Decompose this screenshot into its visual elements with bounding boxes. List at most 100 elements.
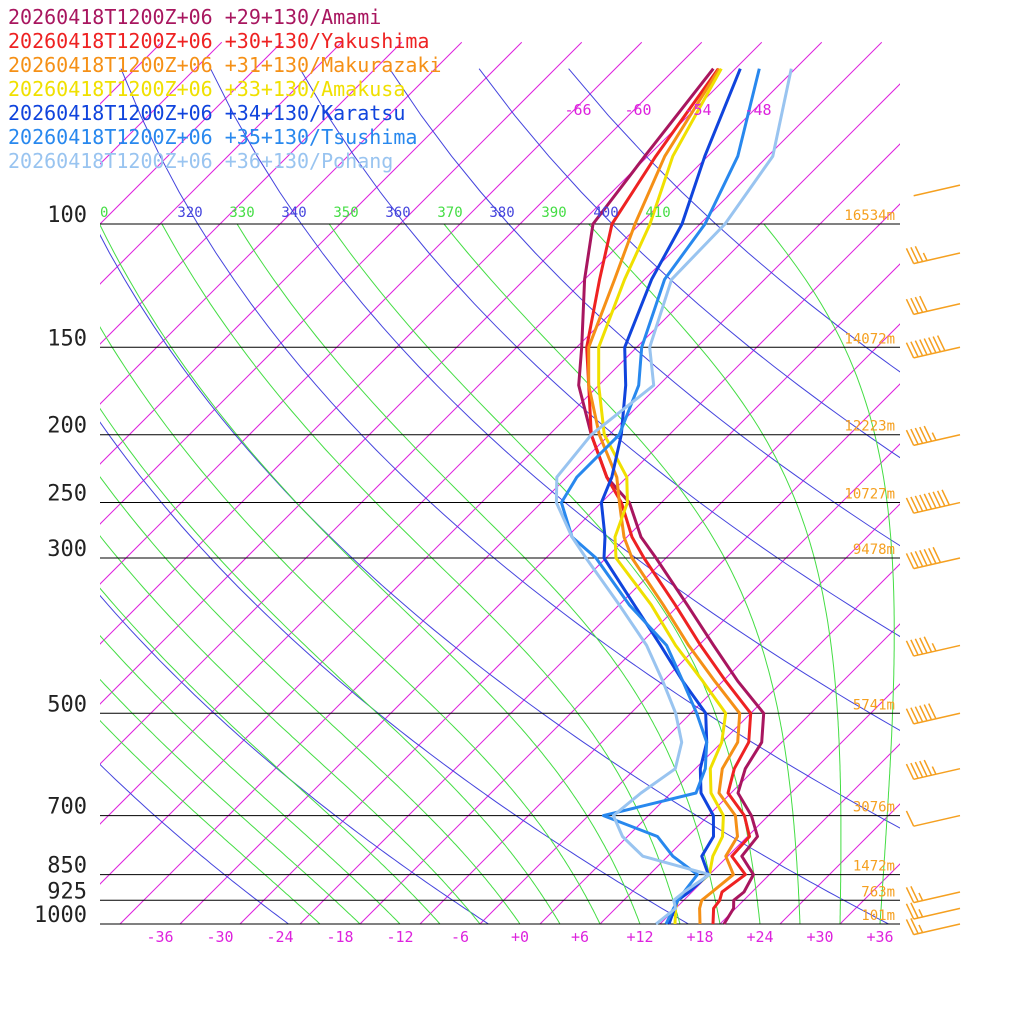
pressure-label: 200 (47, 414, 87, 439)
isotherm-line (100, 41, 283, 225)
wind-barb (905, 759, 961, 781)
theta-label: 370 (437, 205, 462, 221)
pressure-label: 925 (47, 879, 87, 904)
isotherm-line (239, 263, 900, 924)
moist-adiabat (100, 326, 601, 924)
theta-label: 410 (645, 205, 670, 221)
theta-label: 330 (229, 205, 254, 221)
pressure-label: 500 (47, 692, 87, 717)
dry-adiabat (100, 421, 689, 924)
wind-barb (905, 886, 961, 904)
isotherm-line (719, 743, 900, 924)
dry-adiabat (100, 763, 289, 924)
theta-label: 400 (593, 205, 618, 221)
height-label: 10727m (844, 487, 895, 503)
pressure-label: 300 (47, 537, 87, 562)
height-label: 16534m (844, 208, 895, 224)
wind-barbs (905, 184, 961, 936)
isotherm-line (100, 41, 343, 285)
pressure-label: 850 (47, 854, 87, 879)
isotherm-line (839, 863, 900, 924)
series-line-2 (585, 67, 753, 925)
isotherm-line (960, 42, 1024, 924)
isotherm-line (1020, 42, 1024, 924)
isotherm-line (100, 41, 223, 165)
theta-label: 390 (541, 205, 566, 221)
temperature-tick-label: -24 (266, 928, 293, 946)
theta-label: 340 (281, 205, 306, 221)
temperature-profiles (554, 67, 793, 926)
background-grid (0, 41, 1024, 924)
isotherm-line (100, 41, 523, 465)
pressure-label: 150 (47, 326, 87, 351)
isotherm-line (100, 41, 643, 585)
isotherm-line (100, 41, 823, 765)
temperature-tick-label: -18 (326, 928, 353, 946)
isotherm-label: -60 (624, 101, 651, 119)
legend-entry: 20260418T1200Z+06 +33+130/Amakusa (8, 77, 405, 101)
theta-label: 380 (489, 205, 514, 221)
wind-barb (905, 295, 961, 316)
isotherm-line (899, 923, 900, 924)
temperature-tick-label: -36 (146, 928, 173, 946)
wind-barb (905, 703, 961, 725)
theta-label: 320 (177, 205, 202, 221)
isotherm-line (599, 623, 900, 924)
moist-adiabat (161, 223, 681, 924)
isotherm-line (100, 41, 703, 645)
isotherm-line (539, 563, 900, 924)
isotherm-line (179, 203, 900, 924)
height-label: 1472m (853, 859, 895, 875)
temperature-tick-label: +30 (806, 928, 833, 946)
legend: 20260418T1200Z+06 +29+130/Amami 20260418T… (8, 5, 441, 173)
isotherm-line (0, 42, 42, 924)
height-label: 3076m (853, 800, 895, 816)
legend-entry: 20260418T1200Z+06 +34+130/Karatsu (8, 101, 405, 125)
axis-labels: 100 16534m 150 14072m 200 12223m 250 10727m 300 9… (34, 101, 895, 946)
theta-label: 360 (385, 205, 410, 221)
wind-barb (913, 184, 961, 197)
isotherm-line (119, 143, 900, 924)
isotherm-line (100, 83, 900, 885)
temperature-tick-label: +36 (866, 928, 893, 946)
wind-barb (905, 489, 961, 514)
series-line-4 (597, 67, 728, 925)
dry-adiabat (100, 233, 889, 924)
temperature-tick-label: +18 (686, 928, 713, 946)
series-line-7 (554, 68, 793, 926)
theta-label: 0 (100, 205, 108, 221)
dry-adiabat (210, 68, 900, 732)
pressure-label: 1000 (34, 903, 87, 928)
isotherm-line (479, 503, 900, 924)
height-label: 14072m (844, 331, 895, 347)
isobar-lines (100, 223, 900, 925)
temperature-tick-label: -6 (451, 928, 469, 946)
wind-barb (905, 636, 961, 657)
wind-barb (905, 425, 961, 447)
temperature-tick-label: -30 (206, 928, 233, 946)
moist-adiabat (763, 223, 895, 924)
dry-adiabat (299, 68, 900, 638)
wind-barb (905, 918, 961, 936)
temperature-tick-label: -12 (386, 928, 413, 946)
height-label: 5741m (853, 697, 895, 713)
pressure-label: 100 (47, 203, 87, 228)
legend-entry: 20260418T1200Z+06 +29+130/Amami (8, 5, 381, 29)
temperature-tick-label: +0 (511, 928, 529, 946)
dry-adiabat (389, 68, 900, 547)
isotherm-line (419, 443, 900, 924)
wind-barb (905, 810, 961, 827)
isotherm-label: -66 (564, 101, 591, 119)
dry-adiabat (120, 68, 900, 829)
height-label: 763m (861, 884, 895, 900)
isotherm-line (100, 41, 763, 705)
isotherm-line (359, 383, 900, 924)
isotherm-line (100, 41, 463, 405)
isotherm-line (299, 323, 900, 924)
isotherm-line (100, 41, 403, 345)
temperature-tick-label: +24 (746, 928, 773, 946)
isotherm-label: -48 (744, 101, 771, 119)
wind-barb (905, 335, 961, 359)
theta-label: 350 (333, 205, 358, 221)
